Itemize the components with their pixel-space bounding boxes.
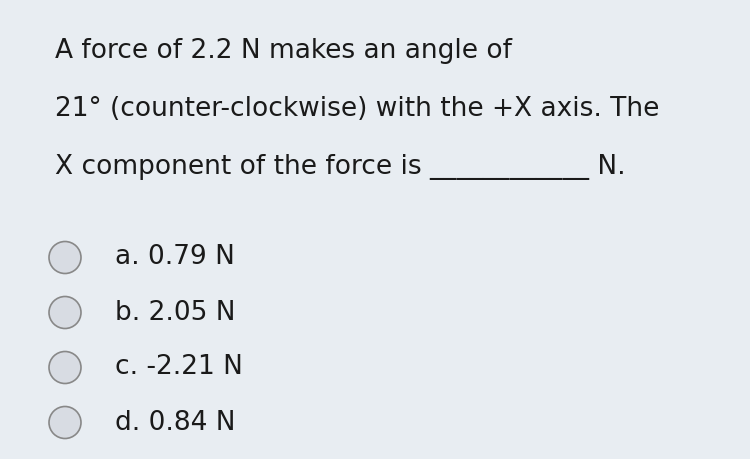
Text: b. 2.05 N: b. 2.05 N	[115, 300, 236, 325]
Circle shape	[49, 352, 81, 384]
Text: d. 0.84 N: d. 0.84 N	[115, 409, 236, 436]
Text: c. -2.21 N: c. -2.21 N	[115, 354, 243, 381]
Text: 21° (counter-clockwise) with the +X axis. The: 21° (counter-clockwise) with the +X axis…	[55, 96, 659, 122]
Text: A force of 2.2 N makes an angle of: A force of 2.2 N makes an angle of	[55, 38, 512, 64]
Circle shape	[49, 241, 81, 274]
Circle shape	[49, 407, 81, 438]
Text: a. 0.79 N: a. 0.79 N	[115, 245, 235, 270]
Text: X component of the force is ____________ N.: X component of the force is ____________…	[55, 154, 626, 180]
Circle shape	[49, 297, 81, 329]
